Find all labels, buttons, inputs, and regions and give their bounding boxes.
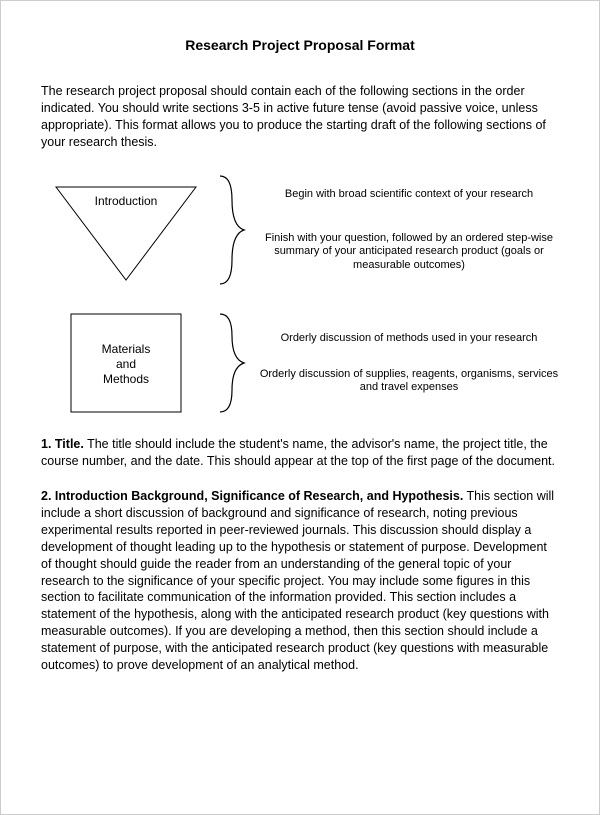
caption-materials-top: Orderly discussion of methods used in yo… bbox=[259, 332, 559, 346]
triangle-label: Introduction bbox=[95, 194, 158, 208]
caption-intro-bottom: Finish with your question, followed by a… bbox=[259, 232, 559, 273]
intro-paragraph: The research project proposal should con… bbox=[41, 83, 559, 151]
rect-label-line2: and bbox=[116, 357, 136, 371]
section-1-title: 1. Title. The title should include the s… bbox=[41, 436, 559, 470]
caption-col-2: Orderly discussion of methods used in yo… bbox=[251, 326, 559, 401]
rect-label-line1: Materials bbox=[102, 342, 151, 356]
rectangle-icon: Materials and Methods bbox=[46, 308, 206, 418]
section-1-body: The title should include the student's n… bbox=[41, 437, 555, 468]
diagram-row-introduction: Introduction Begin with broad scientific… bbox=[41, 170, 559, 290]
rect-label-line3: Methods bbox=[103, 372, 149, 386]
brace-container-2 bbox=[211, 308, 251, 418]
document-title: Research Project Proposal Format bbox=[41, 36, 559, 55]
brace-container-1 bbox=[211, 170, 251, 290]
section-2-body: This section will include a short discus… bbox=[41, 489, 554, 672]
brace-icon bbox=[214, 170, 248, 290]
section-2-heading: 2. Introduction Background, Significance… bbox=[41, 489, 463, 503]
caption-intro-top: Begin with broad scientific context of y… bbox=[259, 188, 559, 202]
brace-icon bbox=[214, 308, 248, 418]
diagram-row-materials: Materials and Methods Orderly discussion… bbox=[41, 308, 559, 418]
caption-col-1: Begin with broad scientific context of y… bbox=[251, 182, 559, 279]
triangle-shape-container: Introduction bbox=[41, 175, 211, 285]
caption-materials-bottom: Orderly discussion of supplies, reagents… bbox=[259, 368, 559, 396]
rectangle-shape-container: Materials and Methods bbox=[41, 308, 211, 418]
section-2-intro: 2. Introduction Background, Significance… bbox=[41, 488, 559, 674]
triangle-icon: Introduction bbox=[46, 175, 206, 285]
section-1-heading: 1. Title. bbox=[41, 437, 84, 451]
